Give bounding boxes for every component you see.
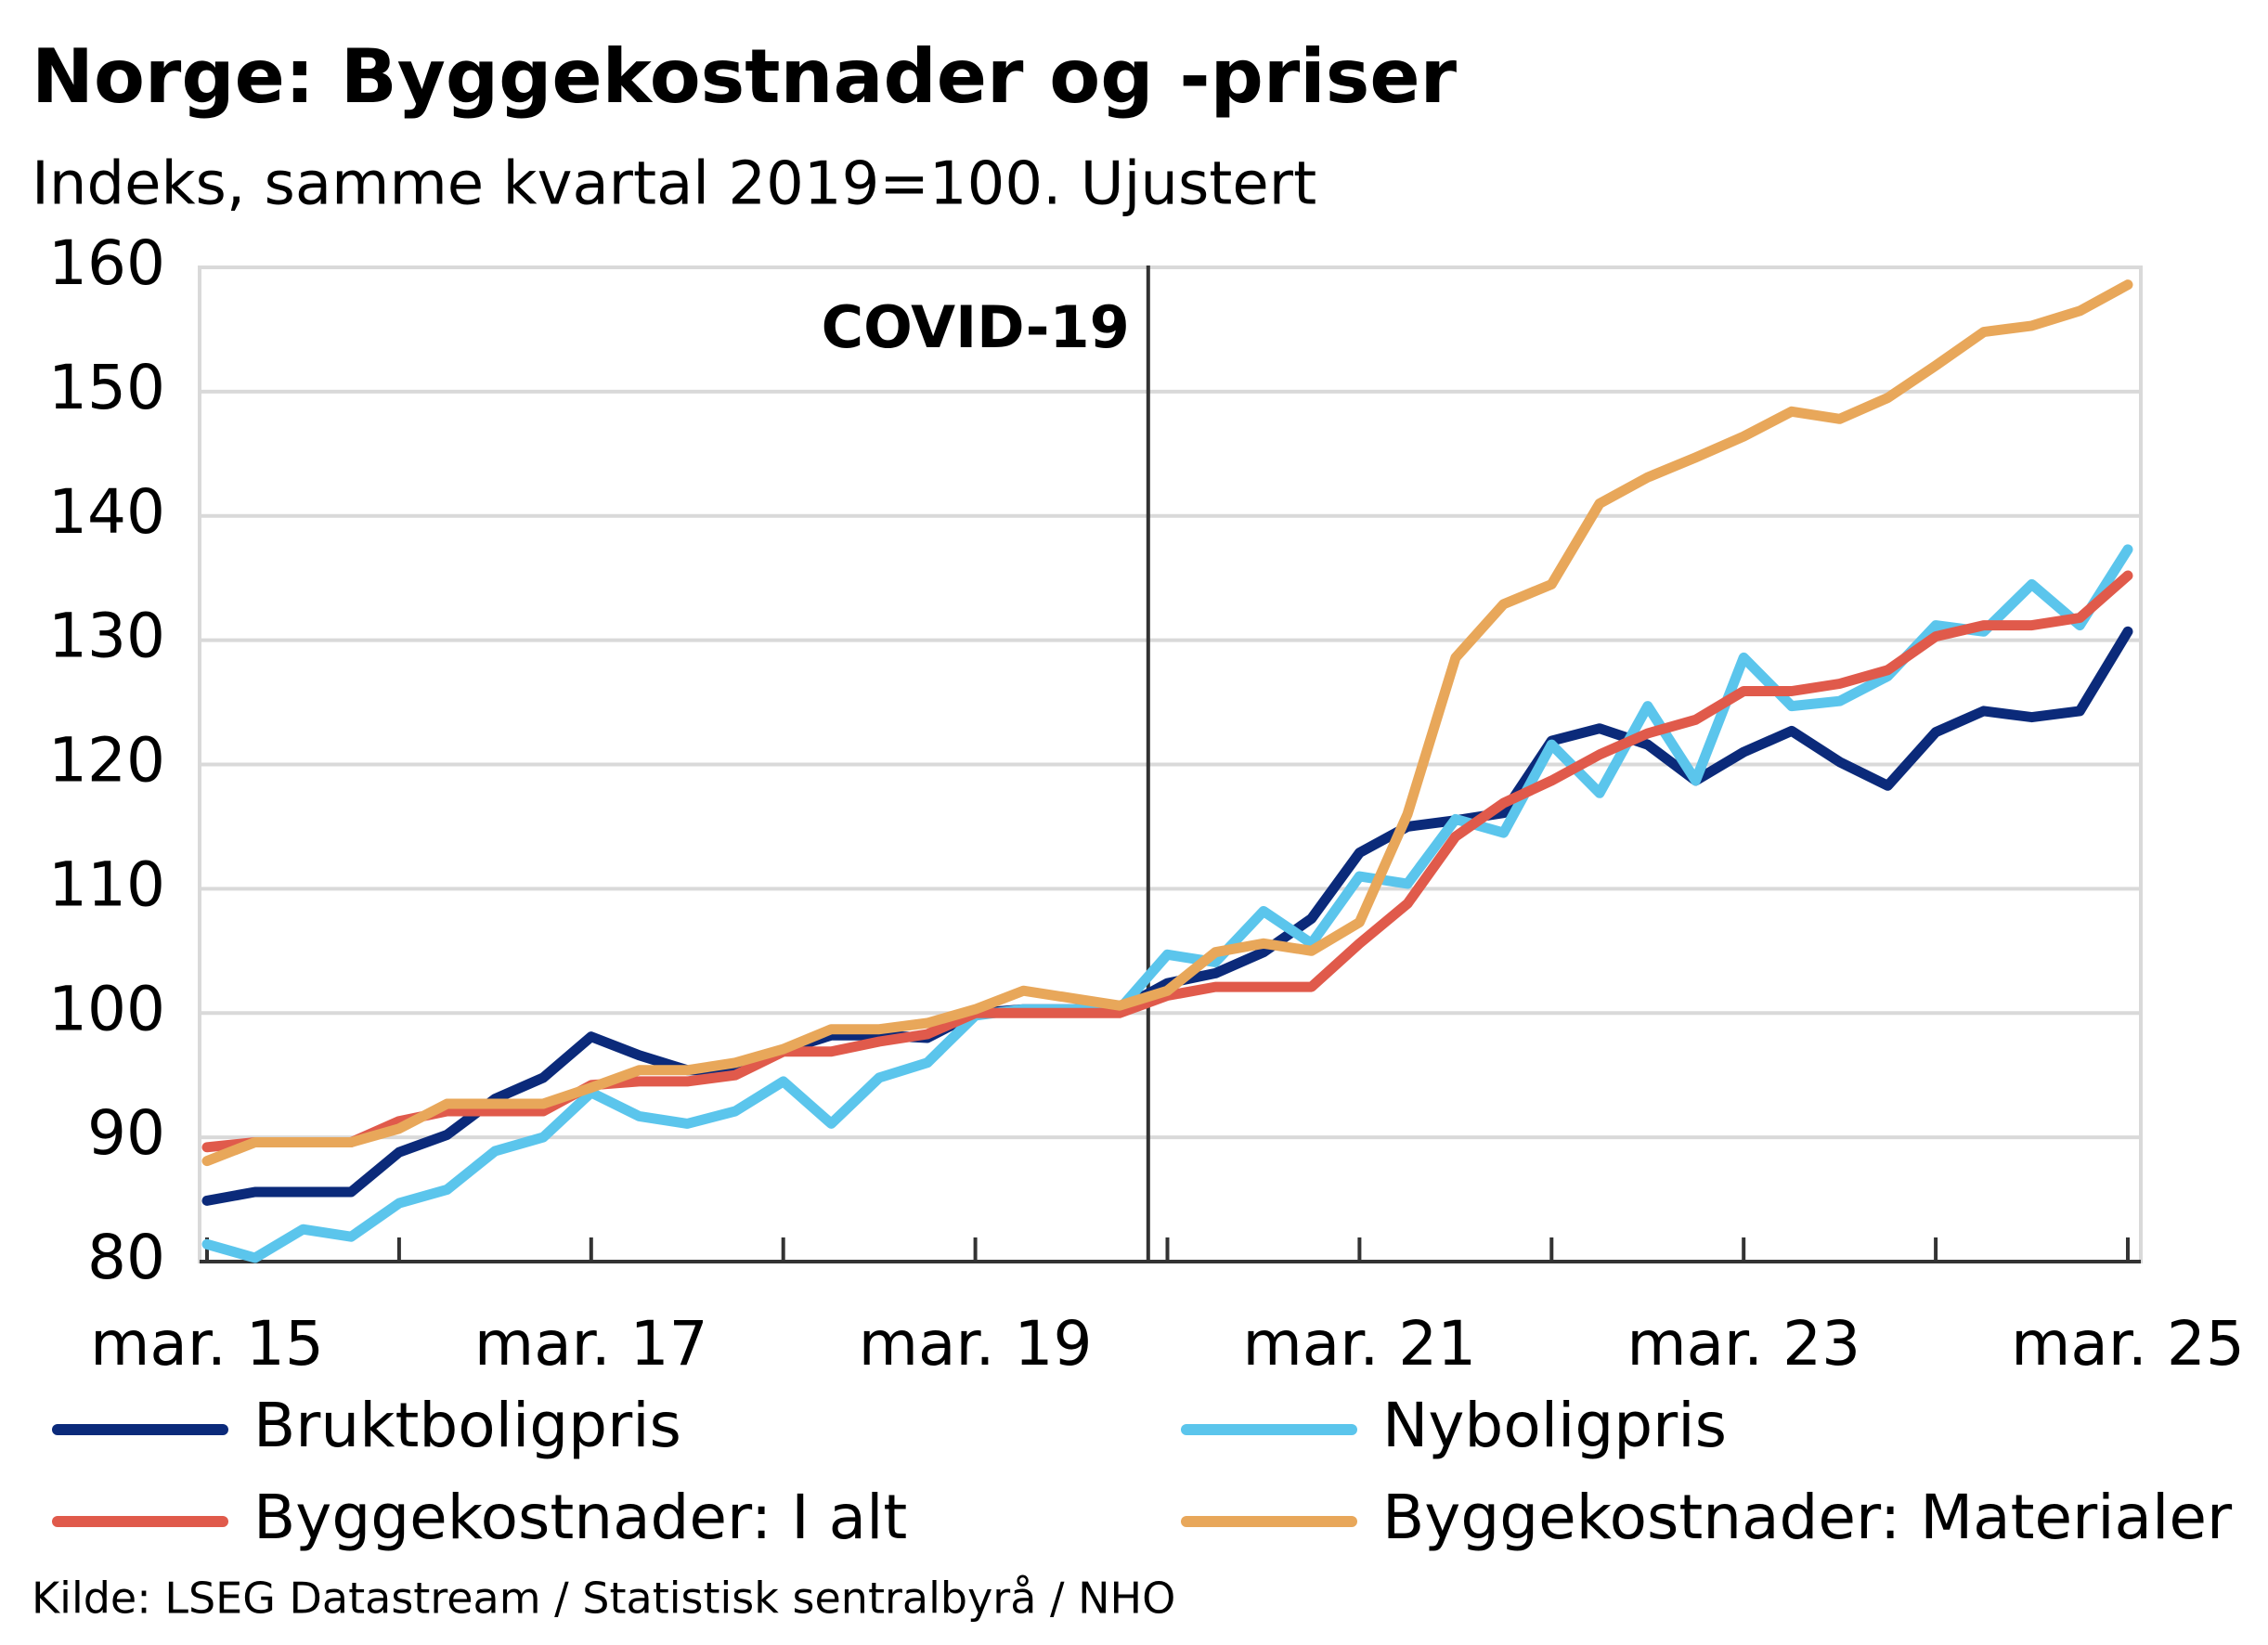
x-tick-label: mar. 17	[474, 1308, 708, 1379]
legend-label: Byggekostnader: I alt	[253, 1482, 907, 1553]
x-tick-label: mar. 21	[1243, 1308, 1477, 1379]
y-tick-label: 120	[48, 725, 165, 797]
x-tick-label: mar. 25	[2011, 1308, 2245, 1379]
series-line	[201, 544, 2133, 1263]
legend-label: Nyboligpris	[1382, 1390, 1727, 1461]
y-tick-label: 130	[48, 601, 165, 672]
y-tick-label: 110	[48, 848, 165, 920]
y-tick-label: 150	[48, 352, 165, 423]
chart-title: Norge: Byggekostnader og -priser	[32, 33, 1458, 120]
y-tick-label: 160	[48, 227, 165, 299]
y-tick-label: 140	[48, 476, 165, 548]
x-tick-label: mar. 19	[859, 1308, 1093, 1379]
legend-label: Byggekostnader: Materialer	[1382, 1482, 2233, 1553]
x-tick-label: mar. 23	[1626, 1308, 1860, 1379]
annotation: COVID-19	[822, 293, 1130, 361]
legend-label: Bruktboligpris	[253, 1390, 681, 1461]
series-line	[201, 279, 2133, 1167]
y-tick-label: 80	[87, 1222, 165, 1293]
y-tick-label: 90	[87, 1097, 165, 1169]
source: Kilde: LSEG Datastream / Statistisk sent…	[32, 1574, 1175, 1624]
series-line	[201, 626, 2133, 1206]
y-tick-label: 100	[48, 973, 165, 1044]
series-line	[201, 570, 2133, 1153]
x-tick-label: mar. 15	[90, 1308, 324, 1379]
chart-subtitle: Indeks, samme kvartal 2019=100. Ujustert	[32, 150, 1316, 219]
